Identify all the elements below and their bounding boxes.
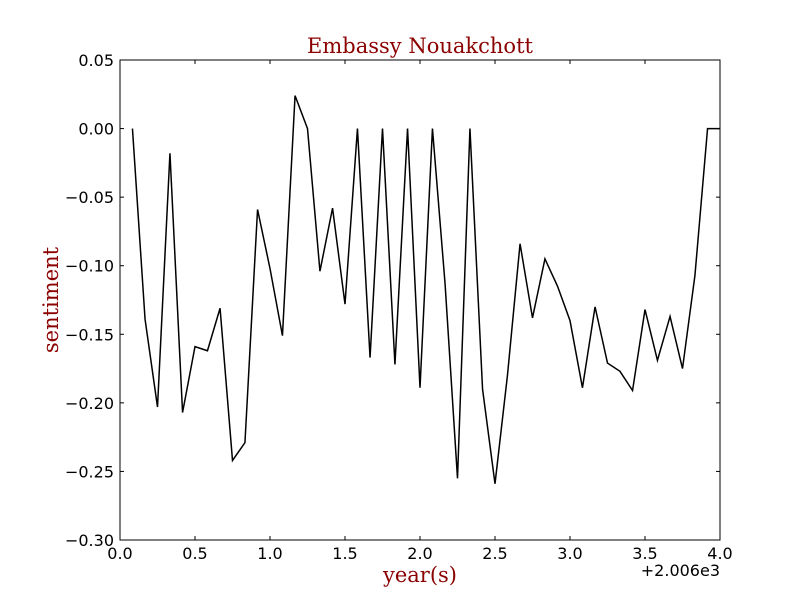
- y-tick-label: −0.05: [65, 188, 114, 207]
- y-axis-label: sentiment: [39, 246, 63, 353]
- plot-area: [131, 95, 720, 484]
- y-tick-label: −0.15: [65, 325, 114, 344]
- x-tick-label: 0.5: [182, 544, 207, 563]
- series-line: [131, 95, 720, 484]
- x-tick-label: 2.5: [482, 544, 507, 563]
- chart-title: Embassy Nouakchott: [307, 34, 533, 58]
- y-tick-label: −0.20: [65, 394, 114, 413]
- y-tick-label: 0.05: [78, 51, 114, 70]
- x-tick-label: 3.0: [557, 544, 582, 563]
- x-tick-label: 0.0: [107, 544, 132, 563]
- y-tick-label: 0.00: [78, 120, 114, 139]
- tick-group: 0.0 0.5 1.0 1.5 2.0 2.5 3.0 3.5 4.0 0.05 0.00 −0.05…: [65, 51, 733, 563]
- x-tick-label: 3.5: [632, 544, 657, 563]
- x-tick-label: 4.0: [707, 544, 732, 563]
- x-tick-label: 2.0: [407, 544, 432, 563]
- x-tick-label: 1.0: [257, 544, 282, 563]
- y-tick-label: −0.30: [65, 531, 114, 550]
- x-axis-offset-label: +2.006e3: [641, 561, 720, 580]
- x-tick-label: 1.5: [332, 544, 357, 563]
- y-tick-label: −0.10: [65, 257, 114, 276]
- x-axis-label: year(s): [382, 563, 457, 587]
- y-tick-label: −0.25: [65, 462, 114, 481]
